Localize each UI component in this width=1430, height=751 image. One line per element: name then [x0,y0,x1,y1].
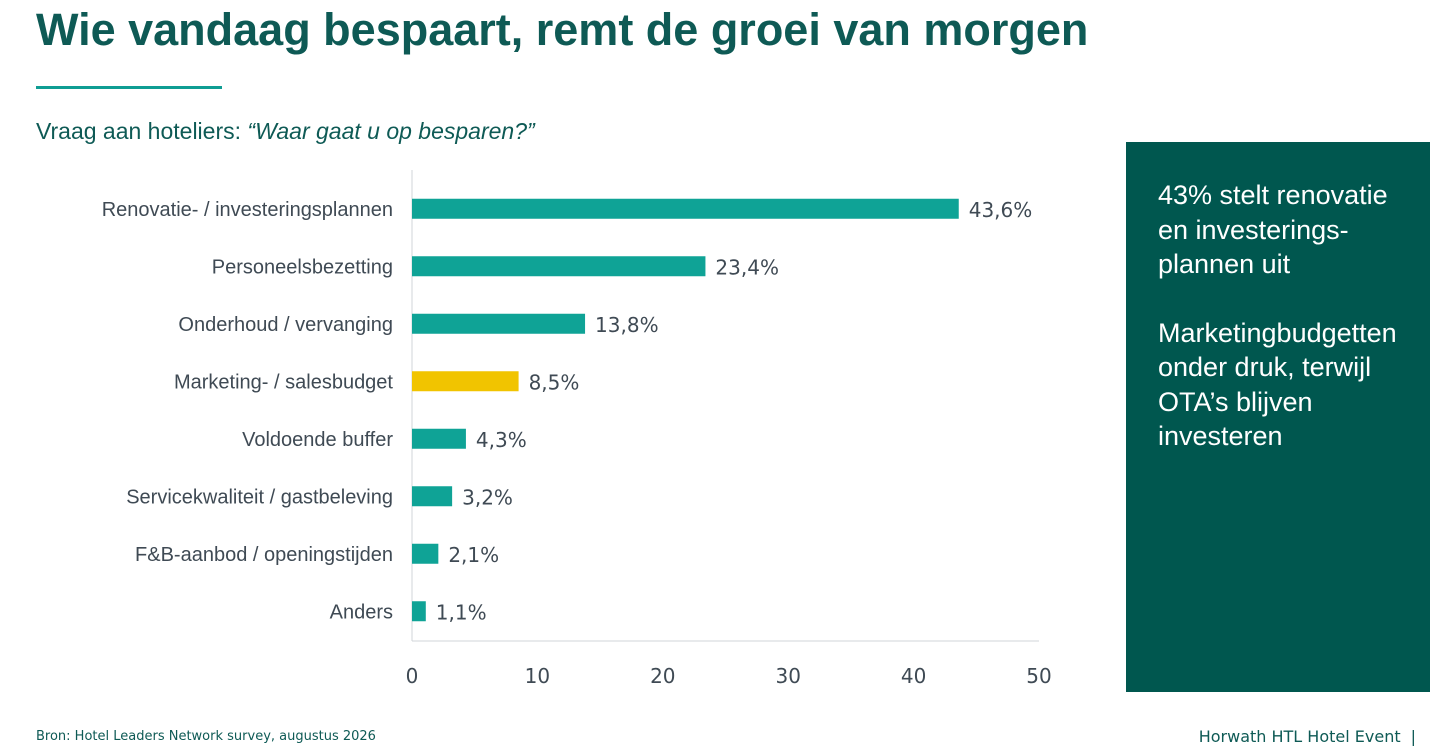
source-note: Bron: Hotel Leaders Network survey, augu… [36,729,376,744]
value-label: 23,4% [715,255,779,279]
footer-brand: Horwath HTL Hotel Event | [1199,727,1416,746]
footer-separator: | [1410,727,1416,746]
insight-2: Marketingbudgetten onder druk, terwijl O… [1158,317,1397,452]
bar [412,313,586,334]
category-label: Marketing- / salesbudget [174,371,393,393]
bar [412,428,466,449]
subtitle-question: “Waar gaat u op besparen?” [247,118,535,144]
category-label: Onderhoud / vervanging [178,314,393,336]
chart-subtitle: Vraag aan hoteliers: “Waar gaat u op bes… [36,118,535,145]
title-underline [36,86,222,89]
category-label: Renovatie- / investeringsplannen [102,199,393,221]
category-label: Servicekwaliteit / gastbeleving [126,486,393,508]
value-label: 4,3% [476,428,527,452]
footer-label: Horwath HTL Hotel Event [1198,727,1401,746]
x-tick-label: 50 [1026,664,1051,688]
bar-chart: Renovatie- / investeringsplannen 43,6% Per… [102,170,1052,688]
bar [412,543,439,564]
bar [412,198,959,219]
category-label: F&B-aanbod / openingstijden [135,544,393,566]
x-tick-label: 10 [525,664,550,688]
value-label: 13,8% [595,313,659,337]
bar [412,486,453,507]
value-label: 43,6% [969,198,1033,222]
value-label: 8,5% [529,370,580,394]
insight-1: 43% stelt renovatie en investerings- pla… [1158,180,1388,279]
x-tick-label: 30 [775,664,800,688]
category-label: Voldoende buffer [242,429,393,451]
key-insight-panel: 43% stelt renovatie en investerings- pla… [1126,142,1430,692]
subtitle-prefix: Vraag aan hoteliers: [36,118,248,144]
x-tick-label: 40 [901,664,926,688]
category-label: Anders [330,601,393,623]
bar [412,371,519,392]
slide-title: Wie vandaag bespaart, remt de groei van … [36,4,1089,55]
bar [412,601,426,622]
x-tick-label: 20 [650,664,675,688]
value-label: 2,1% [448,543,499,567]
value-label: 1,1% [436,600,487,624]
bar [412,256,706,277]
x-tick-label: 0 [406,664,419,688]
category-label: Personeelsbezetting [212,256,393,278]
value-label: 3,2% [462,485,513,509]
